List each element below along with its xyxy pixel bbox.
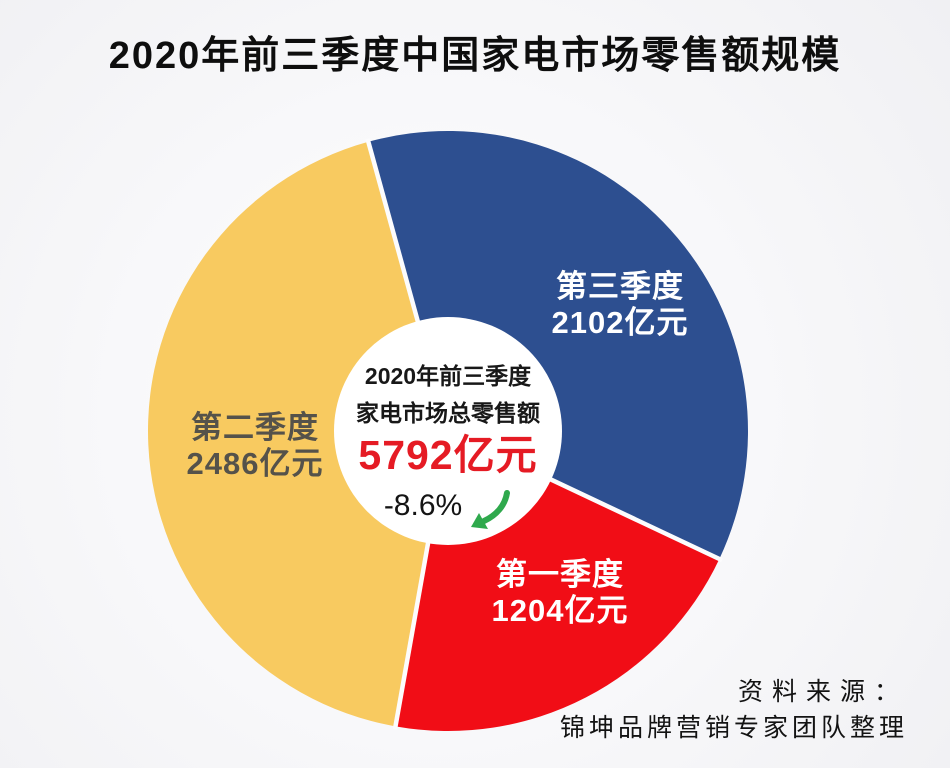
slice-q1-name: 第一季度 [496,557,624,592]
pie-slice-1 [368,130,748,559]
slice-q1-value: 1204亿元 [491,593,629,628]
slice-q2-name: 第二季度 [191,410,319,445]
yoy-change-row: -8.6% [328,480,568,532]
decline-arrow-icon [471,490,511,529]
donut-center-label: 2020年前三季度 家电市场总零售额 5792亿元 -8.6% [328,358,568,532]
slice-label-q2: 第二季度 2486亿元 [145,410,365,482]
chart-title: 2020年前三季度中国家电市场零售额规模 [108,35,842,77]
slice-label-q1: 第一季度 1204亿元 [450,557,670,629]
slice-q3-name: 第三季度 [556,269,684,304]
center-caption-line2: 家电市场总零售额 [356,400,540,426]
total-value: 5792亿元 [358,432,538,478]
pie-slice-3 [148,141,448,727]
slice-label-q3: 第三季度 2102亿元 [510,269,730,341]
source-label: 资料来源： [737,677,908,706]
source-credit: 资料来源： 锦坤品牌营销专家团队整理 [560,674,908,746]
yoy-change-value: -8.6% [383,489,463,522]
source-name: 锦坤品牌营销专家团队整理 [559,713,908,742]
slice-q2-value: 2486亿元 [186,446,324,481]
slice-q3-value: 2102亿元 [551,305,689,340]
donut-hole [334,317,562,545]
center-caption-line1: 2020年前三季度 [364,363,532,389]
